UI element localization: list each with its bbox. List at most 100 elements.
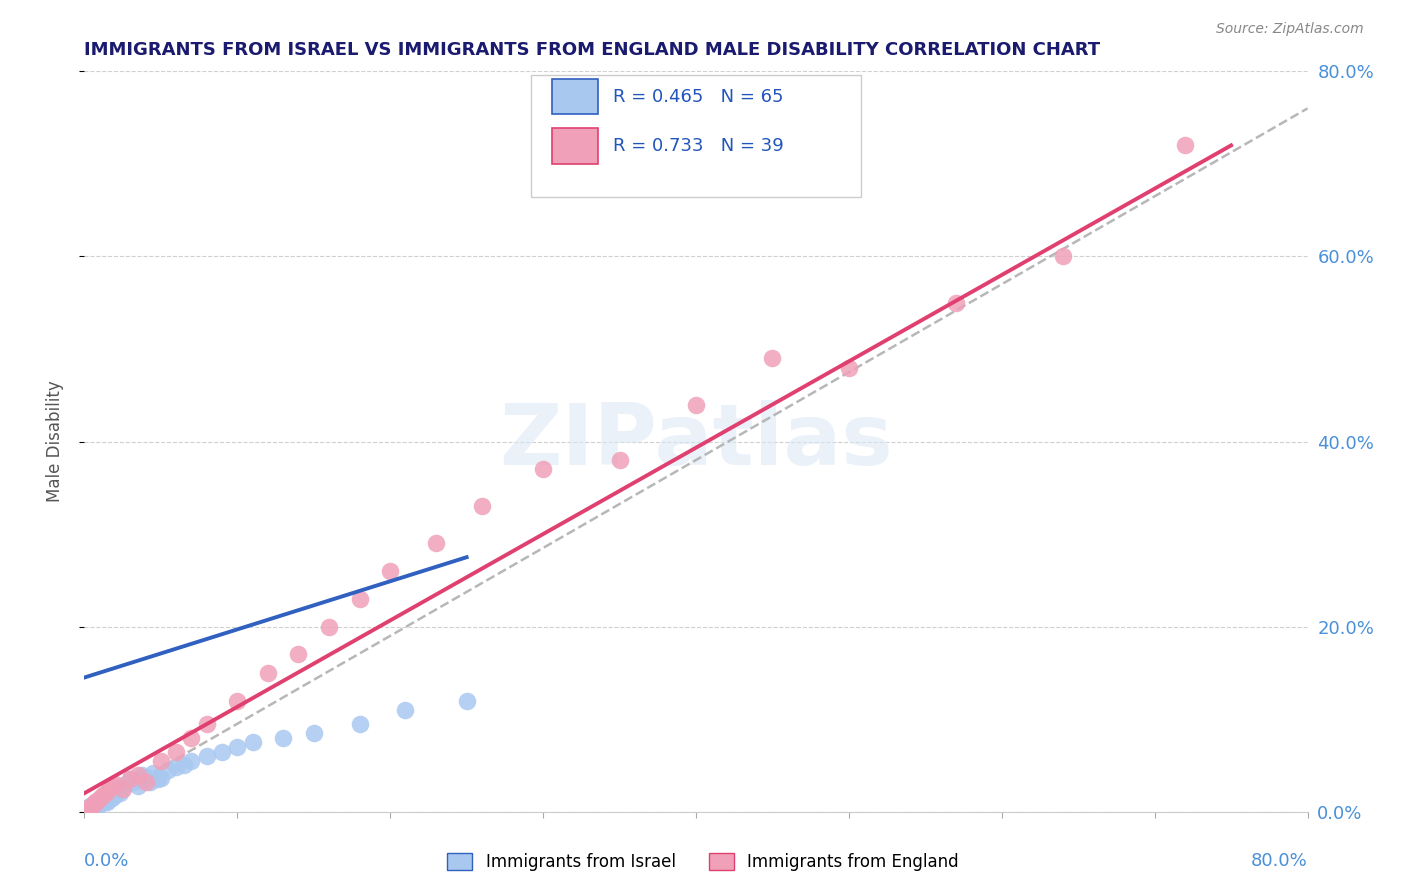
Point [83,797,105,812]
Point [76,802,98,816]
Point [77,801,100,815]
Point [195,749,218,764]
Point [180,731,202,745]
Point [1052,250,1074,264]
Point [257,665,280,680]
Point [226,694,249,708]
Point [73,805,96,819]
Text: 80.0%: 80.0% [1251,853,1308,871]
Text: Source: ZipAtlas.com: Source: ZipAtlas.com [1216,22,1364,37]
Point [93,789,115,804]
Text: IMMIGRANTS FROM ISRAEL VS IMMIGRANTS FROM ENGLAND MALE DISABILITY CORRELATION CH: IMMIGRANTS FROM ISRAEL VS IMMIGRANTS FRO… [84,41,1101,59]
Point [302,726,325,740]
Point [149,772,172,786]
Point [349,591,371,606]
Point [80,798,103,813]
Point [531,462,554,476]
Point [271,731,294,745]
Point [425,536,447,550]
Point [80,802,103,816]
Point [104,788,127,802]
Text: ZIPatlas: ZIPatlas [499,400,893,483]
Point [104,777,127,791]
Point [165,745,187,759]
Point [131,767,153,781]
Point [84,797,107,811]
Point [84,800,107,814]
Point [107,781,129,796]
Point [89,797,111,812]
Point [91,796,114,810]
Point [127,779,149,793]
FancyBboxPatch shape [551,128,598,164]
Point [1174,138,1197,153]
Point [394,703,416,717]
Point [83,801,105,815]
Point [838,360,860,375]
Point [242,735,264,749]
Point [87,798,110,813]
Point [83,799,105,814]
Point [111,781,134,796]
Text: 0.0%: 0.0% [84,853,129,871]
Point [146,772,169,787]
Point [89,790,111,805]
Point [349,716,371,731]
Point [75,804,97,818]
Point [91,788,114,802]
Point [471,500,494,514]
Point [98,789,121,804]
FancyBboxPatch shape [531,75,860,197]
Point [101,790,124,805]
Point [75,803,97,817]
Point [80,800,103,814]
Point [79,800,101,814]
Point [76,802,98,816]
Point [157,763,180,777]
Text: R = 0.465   N = 65: R = 0.465 N = 65 [613,87,783,105]
Point [226,739,249,754]
Point [83,797,105,812]
Point [149,754,172,768]
Legend: Immigrants from Israel, Immigrants from England: Immigrants from Israel, Immigrants from … [439,845,967,880]
Point [86,796,108,810]
Point [609,453,631,467]
Point [77,801,100,815]
Point [80,799,103,814]
Point [77,803,100,817]
Point [380,564,402,578]
Point [135,775,157,789]
Point [91,790,114,805]
Point [90,797,112,811]
Point [79,803,101,817]
Point [180,754,202,768]
Point [73,805,96,819]
Point [93,795,115,809]
Point [120,772,142,787]
Point [211,745,233,759]
Point [84,796,107,810]
Text: R = 0.733   N = 39: R = 0.733 N = 39 [613,137,783,155]
Point [127,767,149,781]
FancyBboxPatch shape [551,78,598,114]
Point [108,786,131,800]
Point [685,398,707,412]
Point [195,716,218,731]
Point [97,781,120,796]
Point [142,765,165,780]
Point [94,786,117,800]
Point [87,795,110,809]
Point [945,295,967,310]
Point [77,800,100,814]
Point [94,794,117,808]
Point [114,777,136,791]
Point [122,775,145,789]
Point [96,788,118,802]
Point [173,758,195,772]
Point [97,791,120,805]
Point [89,794,111,808]
Point [111,779,134,793]
Point [761,351,783,366]
Point [86,794,108,808]
Y-axis label: Male Disability: Male Disability [45,381,63,502]
